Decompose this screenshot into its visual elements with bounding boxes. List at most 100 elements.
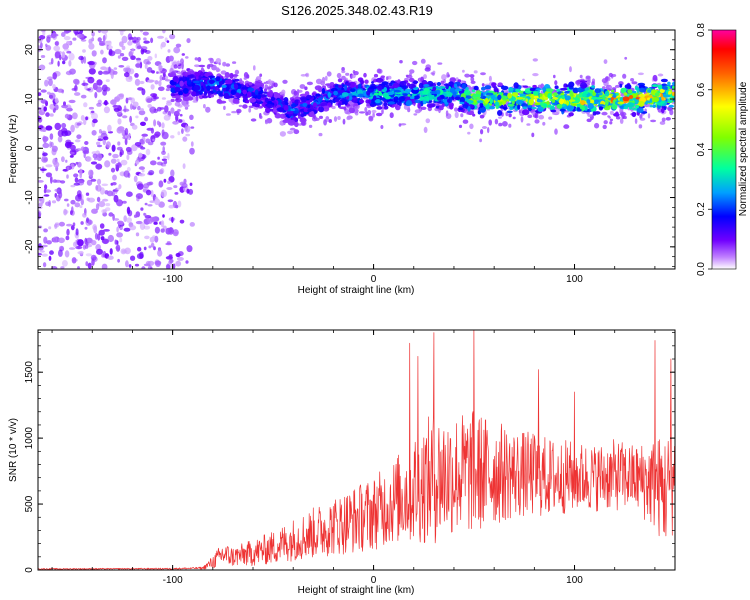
spectrogram-cell	[77, 30, 80, 33]
spectrogram-cell	[635, 104, 639, 109]
spectrogram-cell	[364, 79, 369, 84]
spectrogram-cell	[230, 89, 237, 95]
spectrogram-cell	[537, 106, 544, 112]
spectrogram-cell	[526, 123, 531, 126]
spectrogram-cell	[107, 124, 112, 132]
spectrogram-cell	[631, 81, 638, 85]
spectrogram-cell	[173, 110, 180, 117]
spectrogram-cell	[158, 201, 165, 208]
y-tick-label: 0	[24, 567, 35, 573]
x-tick-label: 0	[371, 575, 377, 586]
spectrogram-cell	[50, 141, 54, 148]
spectrogram-cell	[38, 210, 42, 218]
spectrogram-cell	[137, 183, 144, 190]
spectrogram-cell	[166, 101, 172, 106]
spectrogram-cell	[222, 61, 227, 67]
spectrogram-cell	[175, 204, 179, 209]
spectrogram-cell	[393, 96, 399, 103]
spectrogram-cell	[368, 116, 374, 122]
spectrogram-cell	[177, 60, 180, 65]
spectrogram-cell	[224, 95, 232, 99]
spectrogram-cell	[609, 110, 614, 115]
spectrogram-cell	[44, 79, 49, 87]
spectrogram-cell	[374, 99, 381, 104]
spectrogram-cell	[556, 103, 563, 109]
spectrogram-cell	[167, 152, 170, 161]
spectrogram-cell	[161, 122, 165, 129]
spectrogram-cell	[135, 63, 142, 68]
x-tick-label: -100	[163, 575, 183, 586]
spectrogram-cell	[358, 99, 365, 104]
spectrogram-cell	[174, 95, 181, 99]
spectrogram-cell	[144, 63, 148, 70]
spectrogram-cells	[38, 30, 675, 269]
spectrogram-cell	[203, 104, 206, 109]
spectrogram-cell	[460, 113, 464, 118]
spectrogram-cell	[266, 104, 274, 109]
spectrogram-cell	[160, 189, 167, 198]
spectrogram-cell	[79, 250, 84, 255]
spectrogram-cell	[168, 259, 173, 265]
spectrogram-cell	[480, 72, 486, 76]
spectrogram-cell	[86, 179, 93, 186]
spectrogram-cell	[173, 64, 178, 69]
spectrogram-cell	[449, 104, 454, 110]
spectrogram-cell	[488, 106, 496, 110]
spectrogram-cell	[601, 111, 608, 116]
spectrogram-cell	[156, 71, 159, 74]
snr-frame	[37, 329, 676, 571]
spectrogram-cell	[425, 118, 431, 124]
spectrogram-cell	[150, 242, 155, 248]
spectrogram-cell	[614, 84, 621, 88]
spectrogram-cell	[140, 108, 144, 112]
spectrogram-cell	[412, 60, 418, 66]
spectrogram-cell	[110, 99, 117, 105]
spectrogram-cell	[333, 116, 338, 122]
spectrogram-cell	[127, 172, 131, 179]
spectrogram-cell	[85, 241, 89, 246]
spectrogram-cell	[638, 124, 643, 129]
spectrogram-cell	[553, 92, 558, 96]
spectrogram-cell	[57, 135, 63, 143]
spectrogram-cell	[68, 60, 72, 67]
spectrogram-cell	[667, 81, 671, 86]
spectrogram-cell	[259, 115, 263, 119]
spectrogram-cell	[172, 75, 179, 82]
spectrogram-cell	[96, 141, 101, 146]
spectrogram-cell	[490, 95, 496, 100]
spectrogram-cell	[438, 105, 444, 111]
spectrogram-cell	[54, 179, 62, 183]
spectrogram-cell	[601, 86, 606, 90]
spectrogram-cell	[494, 118, 499, 125]
spectrogram-cell	[242, 104, 248, 109]
spectrogram-cell	[177, 200, 182, 208]
spectrogram-cell	[480, 129, 484, 135]
spectrogram-cell	[160, 141, 167, 146]
spectrogram-cell	[511, 101, 515, 105]
spectrogram-cell	[294, 121, 299, 128]
spectrogram-cell	[119, 237, 123, 243]
spectrogram-cell	[153, 119, 157, 127]
spectrogram-cell	[286, 111, 294, 115]
spectrogram-cell	[46, 240, 52, 245]
spectrogram-cell	[248, 107, 252, 113]
spectrogram-cell	[542, 121, 546, 126]
spectrogram-cell	[635, 97, 640, 100]
spectrogram-cell	[400, 123, 407, 126]
spectrogram-cell	[414, 99, 422, 104]
spectrogram-cell	[265, 107, 271, 114]
y-tick-label: -10	[24, 190, 35, 205]
spectrogram-cell	[141, 266, 146, 269]
spectrogram-cell	[502, 107, 508, 110]
spectrogram-cell	[236, 108, 242, 114]
spectrogram-cell	[245, 99, 250, 104]
spectrogram-cell	[167, 199, 174, 203]
spectrogram-cell	[86, 197, 90, 201]
spectrogram-cell	[98, 229, 105, 236]
spectrogram-cell	[163, 155, 169, 159]
spectrogram-cell	[123, 227, 131, 232]
spectrogram-cell	[250, 118, 257, 122]
spectrogram-cell	[372, 95, 377, 101]
spectrogram-cell	[74, 177, 79, 183]
